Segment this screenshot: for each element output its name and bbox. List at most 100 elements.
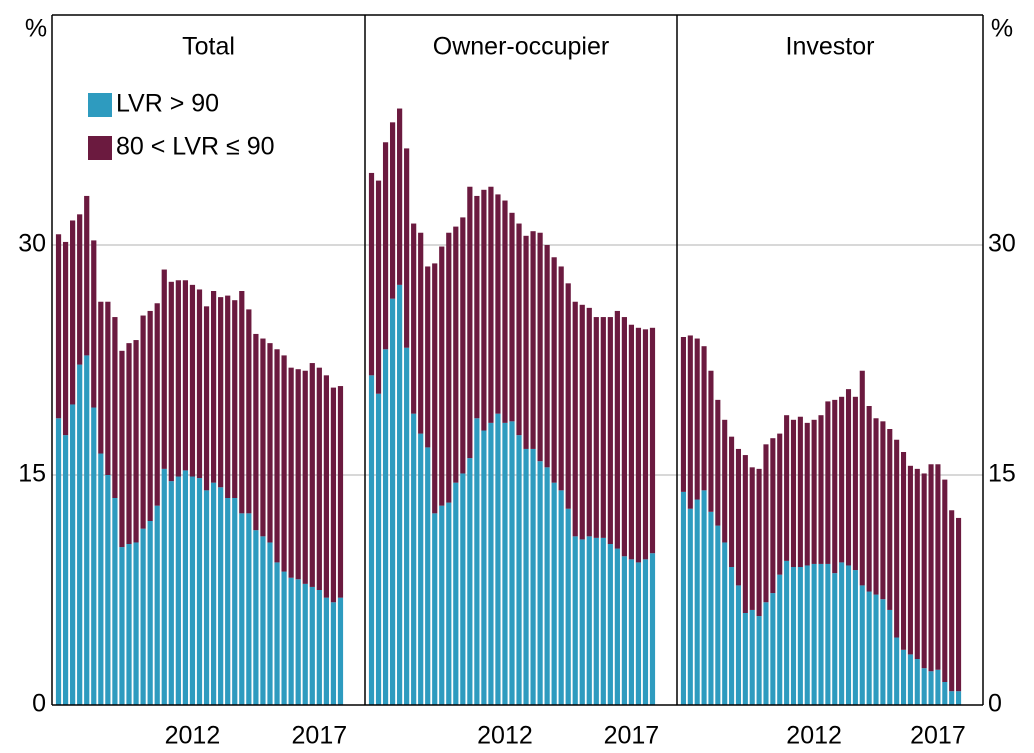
bar-segment (98, 301, 104, 454)
bar-segment (418, 433, 424, 705)
bar-segment (749, 609, 755, 705)
bar-segment (389, 122, 396, 299)
y-tick-label-right: 0 (988, 690, 1002, 718)
bar-segment (84, 355, 90, 705)
bar-segment (474, 418, 480, 705)
bar-segment (295, 369, 301, 580)
bar-segment (210, 482, 217, 705)
bar-segment (91, 240, 97, 408)
bar-segment (825, 563, 831, 705)
bar-segment (175, 280, 181, 477)
bar-segment (389, 298, 396, 705)
bar-segment (161, 468, 167, 705)
bar-segment (586, 307, 592, 537)
bar-segment (432, 513, 438, 705)
bar-segment (742, 613, 748, 705)
bar-segment (62, 435, 69, 705)
bar-segment (523, 448, 529, 705)
bar-segment (942, 479, 948, 682)
bar-segment (804, 565, 810, 705)
bar-segment (777, 433, 783, 575)
bar-segment (189, 284, 196, 477)
bar-segment (614, 548, 620, 705)
bar-segment (516, 223, 522, 436)
bar-segment (530, 448, 536, 705)
bar-segment (474, 195, 480, 419)
bar-segment (614, 310, 620, 549)
bar-segment (880, 599, 886, 705)
bar-segment (126, 343, 132, 544)
bar-segment (481, 189, 487, 431)
legend-swatch (88, 136, 112, 160)
bar-segment (246, 513, 252, 705)
bar-segment (797, 567, 803, 705)
legend-label: 80 < LVR ≤ 90 (116, 133, 275, 161)
bar-segment (607, 544, 613, 705)
bar-segment (182, 470, 189, 705)
bar-segment (949, 691, 955, 705)
bar-segment (397, 108, 403, 285)
bar-segment (112, 498, 118, 705)
bar-segment (579, 539, 585, 705)
bar-segment (161, 269, 167, 469)
bar-segment (62, 241, 69, 436)
bar-segment (735, 448, 742, 586)
bar-segment (337, 386, 344, 598)
bar-segment (565, 508, 571, 705)
bar-segment (628, 559, 635, 705)
bar-segment (509, 212, 515, 422)
bar-segment (845, 565, 852, 705)
bar-segment (649, 327, 656, 554)
bar-segment (239, 513, 245, 705)
bar-segment (309, 586, 315, 705)
bar-segment (253, 530, 259, 705)
bar-segment (818, 415, 824, 564)
bar-segment (453, 226, 459, 483)
bar-segment (845, 389, 852, 566)
bar-segment (530, 231, 536, 449)
bar-segment (770, 438, 776, 594)
bar-segment (749, 467, 755, 610)
bar-segment (687, 335, 693, 509)
bar-segment (558, 490, 564, 705)
bar-segment (701, 490, 707, 705)
bar-segment (203, 490, 210, 705)
x-tick-label: 2017 (604, 722, 660, 750)
bar-segment (70, 220, 76, 405)
bar-segment (404, 347, 410, 705)
bar-segment (239, 291, 245, 514)
bar-segment (281, 571, 287, 705)
bar-segment (196, 478, 203, 705)
bar-segment (495, 194, 501, 414)
bar-segment (119, 350, 125, 548)
bar-segment (600, 537, 606, 705)
bar-segment (274, 562, 280, 705)
bar-segment (274, 349, 280, 563)
bar-segment (481, 430, 487, 705)
bar-segment (797, 416, 803, 567)
bar-segment (852, 570, 858, 705)
bar-segment (316, 590, 322, 705)
bar-segment (914, 659, 920, 705)
bar-segment (425, 447, 431, 705)
x-tick-label: 2012 (477, 722, 533, 750)
bar-segment (55, 234, 62, 419)
bar-segment (621, 317, 627, 557)
y-tick-label-right: 15 (988, 460, 1016, 488)
bar-segment (309, 363, 315, 587)
bar-segment (722, 419, 728, 543)
bar-segment (859, 585, 865, 705)
bar-segment (418, 232, 424, 434)
bar-segment (382, 142, 389, 350)
bar-segment (832, 399, 838, 574)
bar-segment (232, 300, 238, 498)
bar-segment (921, 473, 927, 669)
bar-segment (593, 537, 599, 705)
bar-segment (288, 367, 294, 578)
bar-segment (375, 393, 382, 705)
bar-segment (586, 536, 592, 705)
bar-segment (232, 498, 238, 705)
x-tick-label: 2012 (786, 722, 842, 750)
bar-segment (887, 609, 893, 705)
bar-segment (825, 401, 831, 564)
